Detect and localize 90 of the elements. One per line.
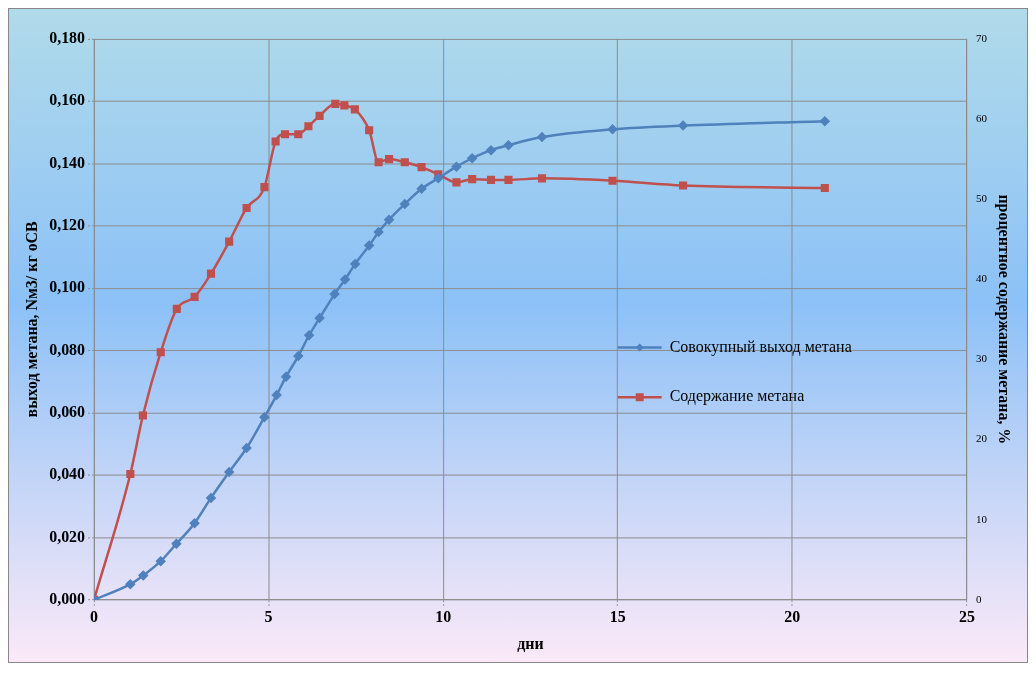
- y-tick-label: 0,080: [49, 340, 86, 358]
- y2-tick-label: 30: [975, 352, 988, 365]
- point: [373, 227, 384, 237]
- y-tick-label: 0,160: [49, 91, 86, 109]
- y2-tick-label: 10: [975, 512, 988, 525]
- point: [537, 132, 547, 142]
- point: [820, 183, 829, 193]
- y-tick-label: 0,060: [49, 402, 86, 420]
- point: [242, 203, 251, 213]
- y-tick-label: 0,120: [49, 216, 86, 233]
- point: [340, 274, 350, 285]
- point: [314, 313, 325, 323]
- y-tick-label: 0,020: [49, 527, 86, 545]
- point: [331, 99, 340, 108]
- y-tick-label: 0,040: [49, 465, 86, 483]
- point: [678, 120, 688, 131]
- point: [260, 183, 269, 192]
- point: [138, 411, 147, 420]
- x-tick-label: 25: [958, 608, 975, 626]
- point: [350, 105, 359, 114]
- point: [400, 158, 409, 167]
- y-axis-title: выход метана, Nм3/ кг оСВ: [22, 220, 40, 418]
- point: [172, 304, 181, 313]
- point: [304, 122, 313, 131]
- point: [271, 137, 280, 146]
- y-tick-label: 0,140: [49, 153, 86, 171]
- point: [171, 538, 182, 549]
- point: [452, 178, 461, 187]
- point: [433, 173, 444, 183]
- point: [384, 155, 394, 164]
- point: [468, 175, 477, 184]
- point: [271, 390, 282, 400]
- point: [467, 153, 477, 163]
- point: [678, 181, 688, 190]
- point: [537, 174, 547, 183]
- point: [820, 116, 830, 126]
- point: [259, 412, 270, 422]
- point: [384, 214, 394, 225]
- point: [416, 184, 427, 194]
- point: [504, 175, 513, 184]
- y2-tick-label: 40: [975, 272, 988, 285]
- point: [281, 371, 291, 382]
- y2-tick-label: 0: [975, 592, 982, 605]
- point: [315, 111, 324, 120]
- point: [608, 176, 617, 185]
- point: [155, 556, 166, 566]
- point: [329, 289, 340, 299]
- point: [364, 240, 374, 251]
- point: [138, 570, 149, 581]
- point: [189, 518, 200, 528]
- y2-tick-label: 50: [975, 192, 988, 205]
- point: [451, 161, 462, 172]
- point: [225, 237, 234, 246]
- point: [224, 467, 234, 477]
- y2-axis-title: процентное содержание метана, %: [995, 194, 1014, 445]
- point: [294, 130, 303, 139]
- legend-label: Содержание метана: [669, 387, 805, 406]
- x-tick-label: 0: [90, 608, 99, 626]
- x-tick-label: 15: [609, 608, 626, 626]
- point: [304, 330, 314, 340]
- x-tick-label: 20: [784, 608, 801, 626]
- point: [350, 259, 360, 269]
- point: [206, 493, 216, 503]
- point: [503, 140, 514, 150]
- x-tick-label: 5: [264, 608, 273, 626]
- point: [486, 175, 496, 184]
- point: [156, 348, 165, 357]
- point: [206, 269, 216, 278]
- y-tick-label: 0,180: [49, 29, 86, 47]
- point: [241, 443, 252, 453]
- point: [365, 126, 374, 135]
- point: [400, 199, 410, 209]
- point: [374, 158, 383, 167]
- point: [293, 351, 304, 361]
- point: [486, 145, 496, 155]
- x-tick-label: 10: [435, 608, 452, 626]
- y-tick-label: 0,100: [49, 278, 86, 296]
- x-axis-title: дни: [517, 634, 544, 652]
- point: [125, 579, 136, 589]
- y2-tick-label: 60: [975, 111, 988, 124]
- point: [340, 101, 349, 110]
- point: [417, 163, 426, 172]
- point: [280, 130, 290, 139]
- y2-tick-label: 70: [975, 31, 988, 44]
- point: [126, 469, 135, 479]
- legend-label: Совокупный выход метана: [669, 337, 852, 356]
- y-tick-label: 0,000: [49, 589, 86, 607]
- point: [190, 292, 199, 301]
- y2-tick-label: 20: [975, 432, 988, 445]
- point: [607, 124, 618, 135]
